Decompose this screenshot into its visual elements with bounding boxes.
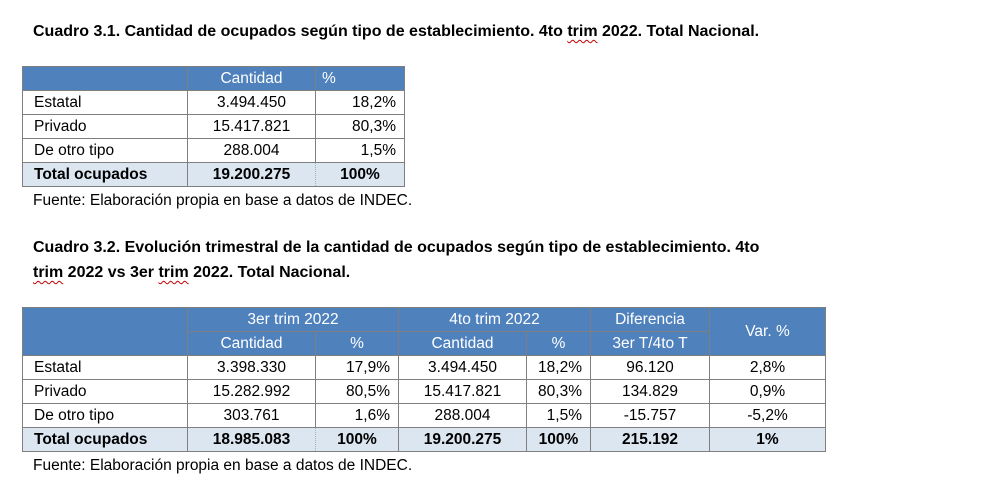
cell-cantidad: 3.494.450 [187,90,316,115]
row-label: Privado [22,379,188,404]
spelling-flag: trim [567,23,598,40]
row-label: Estatal [22,355,188,380]
cell-q3-cantidad: 15.282.992 [187,379,316,404]
cell-q3-cantidad: 3.398.330 [187,355,316,380]
table2-caption-suffix: 2022. Total Nacional. [188,264,351,281]
total-row: Total ocupados 18.985.083 100% 19.200.27… [22,427,826,452]
spelling-flag: trim [158,264,189,281]
total-cantidad: 19.200.275 [187,162,316,187]
header-blank-cell [22,66,188,91]
table1-source: Fuente: Elaboración propia en base a dat… [33,192,413,209]
table2-group-header-row: 3er trim 2022 4to trim 2022 Diferencia V… [22,307,826,356]
total-label: Total ocupados [22,427,188,452]
table1-caption: Cuadro 3.1. Cantidad de ocupados según t… [33,19,759,44]
table-row: Estatal 3.398.330 17,9% 3.494.450 18,2% … [22,355,826,380]
header-pct: % [315,66,405,91]
cell-cantidad: 15.417.821 [187,114,316,139]
total-q4-cantidad: 19.200.275 [398,427,527,452]
table-row: Estatal 3.494.450 18,2% [22,90,405,115]
table1-header-row: Cantidad % [22,66,405,91]
total-row: Total ocupados 19.200.275 100% [22,162,405,187]
header-cantidad: Cantidad [398,331,527,356]
total-q3-cantidad: 18.985.083 [187,427,316,452]
header-pct: % [315,331,399,356]
cell-var: 0,9% [709,379,826,404]
cell-q3-pct: 17,9% [315,355,399,380]
cell-q4-cantidad: 288.004 [398,403,527,428]
cell-q4-cantidad: 3.494.450 [398,355,527,380]
total-var: 1% [709,427,826,452]
header-var-pct: Var. % [709,307,826,356]
table2-source: Fuente: Elaboración propia en base a dat… [33,457,413,474]
table-row: Privado 15.417.821 80,3% [22,114,405,139]
cell-q4-cantidad: 15.417.821 [398,379,527,404]
table1-caption-prefix: Cuadro 3.1. Cantidad de ocupados según t… [33,23,568,40]
row-label: Estatal [22,90,188,115]
cell-pct: 1,5% [315,138,405,163]
cell-pct: 18,2% [315,90,405,115]
header-diferencia: Diferencia [590,307,710,332]
cell-pct: 80,3% [315,114,405,139]
table-row: De otro tipo 303.761 1,6% 288.004 1,5% -… [22,403,826,428]
cell-diferencia: -15.757 [590,403,710,428]
header-group-4to-trim: 4to trim 2022 [398,307,591,332]
header-blank-cell [22,307,188,356]
table2-sub-header-row: Cantidad % Cantidad % 3er T/4to T [23,331,826,356]
cell-var: -5,2% [709,403,826,428]
cell-cantidad: 288.004 [187,138,316,163]
total-q3-pct: 100% [315,427,399,452]
spelling-flag: trim [33,264,64,281]
table2: 3er trim 2022 4to trim 2022 Diferencia V… [22,307,826,452]
total-pct: 100% [315,162,405,187]
table2-caption-mid: 2022 vs 3er [63,264,159,281]
table1-caption-suffix: 2022. Total Nacional. [597,23,760,40]
cell-q4-pct: 80,3% [526,379,591,404]
row-label: Privado [22,114,188,139]
cell-q3-pct: 1,6% [315,403,399,428]
table2-caption: Cuadro 3.2. Evolución trimestral de la c… [33,235,853,285]
row-label: De otro tipo [22,403,188,428]
cell-diferencia: 134.829 [590,379,710,404]
header-diferencia-sub: 3er T/4to T [590,331,710,356]
cell-q4-pct: 18,2% [526,355,591,380]
table2-caption-line1: Cuadro 3.2. Evolución trimestral de la c… [33,239,760,256]
total-label: Total ocupados [22,162,188,187]
cell-q4-pct: 1,5% [526,403,591,428]
header-pct: % [526,331,591,356]
header-cantidad: Cantidad [187,331,316,356]
header-group-3er-trim: 3er trim 2022 [187,307,399,332]
table-row: De otro tipo 288.004 1,5% [22,138,405,163]
cell-q3-pct: 80,5% [315,379,399,404]
table1: Cantidad % Estatal 3.494.450 18,2% Priva… [22,66,405,187]
row-label: De otro tipo [22,138,188,163]
table2-caption-line2: trim 2022 vs 3er trim 2022. Total Nacion… [33,260,853,285]
cell-q3-cantidad: 303.761 [187,403,316,428]
cell-diferencia: 96.120 [590,355,710,380]
total-diferencia: 215.192 [590,427,710,452]
table-row: Privado 15.282.992 80,5% 15.417.821 80,3… [22,379,826,404]
header-cantidad: Cantidad [187,66,316,91]
cell-var: 2,8% [709,355,826,380]
total-q4-pct: 100% [526,427,591,452]
